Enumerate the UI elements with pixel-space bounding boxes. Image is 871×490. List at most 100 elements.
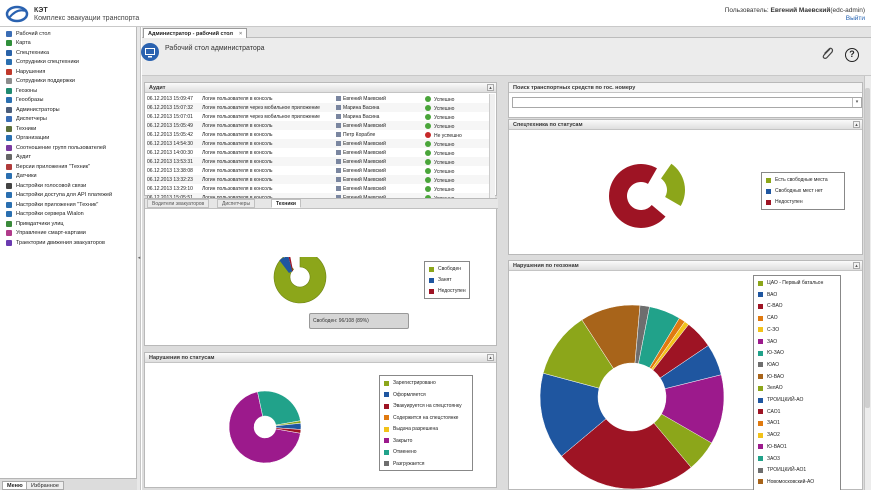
tech-status-legend: Есть свободные места Свободных мест нет Не… — [761, 172, 845, 210]
legend-item[interactable]: Недоступен — [429, 288, 466, 294]
sidebar-item[interactable]: Карта — [6, 39, 31, 48]
sidebar-item[interactable]: Примдатчики улиц — [6, 219, 64, 228]
legend-item[interactable]: САО — [758, 315, 778, 321]
legend-item[interactable]: Эвакуируется на спецстоянку — [384, 403, 462, 409]
collapse-icon[interactable]: ▴ — [487, 354, 494, 361]
sidebar-item[interactable]: Организации — [6, 134, 49, 143]
legend-item[interactable]: ТРОИЦКИЙ-АО — [758, 397, 803, 403]
sidebar-splitter[interactable] — [137, 27, 141, 490]
success-icon — [425, 158, 431, 165]
legend-item[interactable]: Свободен — [429, 266, 461, 272]
legend-item[interactable]: ЗАО — [758, 339, 777, 345]
paperclip-icon[interactable] — [820, 46, 834, 60]
sidebar-item[interactable]: Настройки приложения "Техник" — [6, 200, 98, 209]
audit-status: Успешно — [425, 185, 454, 193]
violations-status-donut — [228, 390, 302, 464]
audit-row[interactable]: 06.12.2013 13:53:31 Логин пользователя в … — [147, 157, 495, 167]
audit-row[interactable]: 06.12.2013 14:00:30 Логин пользователя в … — [147, 148, 495, 158]
legend-item[interactable]: ЗАО3 — [758, 456, 780, 462]
tab-dispatchers[interactable]: Диспетчеры — [217, 199, 256, 208]
sidebar-item[interactable]: Настройки доступа для API платежей — [6, 191, 112, 200]
legend-item[interactable]: Зарегистрировано — [384, 380, 436, 386]
legend-item[interactable]: ЗАО2 — [758, 432, 780, 438]
legend-item[interactable]: ВАО — [758, 292, 777, 298]
sidebar — [0, 27, 137, 490]
tab-favorites[interactable]: Избранное — [26, 481, 64, 490]
legend-swatch — [758, 432, 763, 438]
collapse-icon[interactable]: ▴ — [853, 121, 860, 128]
legend-item[interactable]: Отменено — [384, 449, 416, 455]
legend-item[interactable]: ЗелАО — [758, 385, 783, 391]
sidebar-item[interactable]: Аудит — [6, 153, 31, 162]
sidebar-item[interactable]: Сотрудники поддержки — [6, 77, 75, 86]
audit-row[interactable]: 06.12.2013 15:09:47 Логин пользователя в … — [147, 94, 495, 104]
legend-item[interactable]: С-ЗО — [758, 327, 779, 333]
sidebar-item[interactable]: Техники — [6, 124, 36, 133]
sidebar-item[interactable]: Геозоны — [6, 86, 37, 95]
help-icon[interactable]: ? — [845, 48, 859, 62]
legend-swatch — [766, 199, 771, 205]
sidebar-item[interactable]: Версии приложения "Техник" — [6, 162, 90, 171]
logout-link[interactable]: Выйти — [845, 15, 865, 22]
sidebar-item[interactable]: Рабочий стол — [6, 29, 51, 38]
legend-item[interactable]: Есть свободные места — [766, 177, 828, 183]
sidebar-item[interactable]: Администраторы — [6, 105, 60, 114]
audit-row[interactable]: 06.12.2013 13:38:08 Логин пользователя в … — [147, 166, 495, 176]
plate-search-input[interactable] — [512, 97, 862, 108]
audit-row[interactable]: 06.12.2013 15:05:49 Логин пользователя в … — [147, 121, 495, 131]
legend-item[interactable]: ЦАО - Первый батальон — [758, 280, 823, 286]
legend-item[interactable]: Оформляется — [384, 392, 426, 398]
legend-item[interactable]: ЮАО — [758, 362, 779, 368]
sidebar-item[interactable]: Геообразы — [6, 96, 43, 105]
sidebar-item[interactable]: Траектории движения эвакуаторов — [6, 238, 105, 247]
legend-item[interactable]: С-ВАО — [758, 303, 783, 309]
collapse-arrow-icon[interactable]: ◂ — [137, 255, 141, 261]
sidebar-item[interactable]: Нарушения — [6, 67, 45, 76]
audit-row[interactable]: 06.12.2013 13:32:23 Логин пользователя в … — [147, 175, 495, 185]
sidebar-item[interactable]: Управление смарт-картами — [6, 229, 86, 238]
legend-item[interactable]: Содержится на спецстоянке — [384, 415, 458, 421]
tab-tow-drivers[interactable]: Водители эвакуаторов — [147, 199, 210, 208]
legend-swatch — [758, 280, 763, 286]
menu-item-icon — [6, 125, 12, 132]
legend-item[interactable]: Свободных мест нет — [766, 188, 823, 194]
sidebar-item[interactable]: Датчики — [6, 172, 37, 181]
collapse-icon[interactable]: ▴ — [487, 84, 494, 91]
success-icon — [425, 176, 431, 183]
legend-item[interactable]: Новомосковский-АО — [758, 479, 814, 485]
legend-item[interactable]: Недоступен — [766, 199, 803, 205]
sidebar-item[interactable]: Настройки голосовой связи — [6, 181, 86, 190]
audit-time: 06.12.2013 15:05:42 — [147, 131, 193, 138]
tab-admin-desktop[interactable]: Администратор - рабочий стол × — [143, 28, 248, 38]
close-icon[interactable]: × — [238, 30, 243, 37]
collapse-icon[interactable]: ▴ — [853, 262, 860, 269]
legend-label: ЮАО — [767, 361, 779, 368]
audit-scrollbar[interactable] — [489, 94, 495, 198]
legend-item[interactable]: Ю-ЗАО — [758, 350, 784, 356]
success-icon — [425, 104, 431, 111]
sidebar-item[interactable]: Спецтехника — [6, 48, 49, 57]
audit-row[interactable]: 06.12.2013 15:05:42 Логин пользователя в … — [147, 130, 495, 140]
tab-menu[interactable]: Меню — [2, 481, 28, 490]
legend-swatch — [384, 461, 389, 466]
audit-row[interactable]: 06.12.2013 13:29:10 Логин пользователя в … — [147, 184, 495, 194]
audit-row[interactable]: 06.12.2013 15:07:01 Логин пользователя че… — [147, 112, 495, 122]
legend-item[interactable]: ЗАО1 — [758, 420, 780, 426]
legend-item[interactable]: Выдача разрешена — [384, 426, 438, 432]
legend-item[interactable]: Закрыто — [384, 438, 412, 444]
chevron-down-icon[interactable]: ▾ — [852, 98, 861, 107]
sidebar-item[interactable]: Соотношение групп пользователей — [6, 143, 106, 152]
dashboard-scrollbar-thumb[interactable] — [865, 88, 870, 408]
audit-row[interactable]: 06.12.2013 15:07:32 Логин пользователя че… — [147, 103, 495, 113]
sidebar-item[interactable]: Сотрудники спецтехники — [6, 58, 79, 67]
legend-item[interactable]: Ю-ВАО — [758, 374, 784, 380]
legend-item[interactable]: ТРОИЦКИЙ-АО1 — [758, 467, 806, 473]
legend-item[interactable]: Разгружается — [384, 461, 424, 467]
sidebar-item[interactable]: Настройки сервера Wialon — [6, 210, 84, 219]
legend-item[interactable]: САО1 — [758, 409, 780, 415]
audit-row[interactable]: 06.12.2013 14:54:30 Логин пользователя в … — [147, 139, 495, 149]
legend-item[interactable]: Ю-ВАО1 — [758, 444, 787, 450]
legend-item[interactable]: Занят — [429, 277, 452, 283]
tab-technicians[interactable]: Техники — [271, 199, 301, 208]
sidebar-item[interactable]: Диспетчеры — [6, 115, 47, 124]
